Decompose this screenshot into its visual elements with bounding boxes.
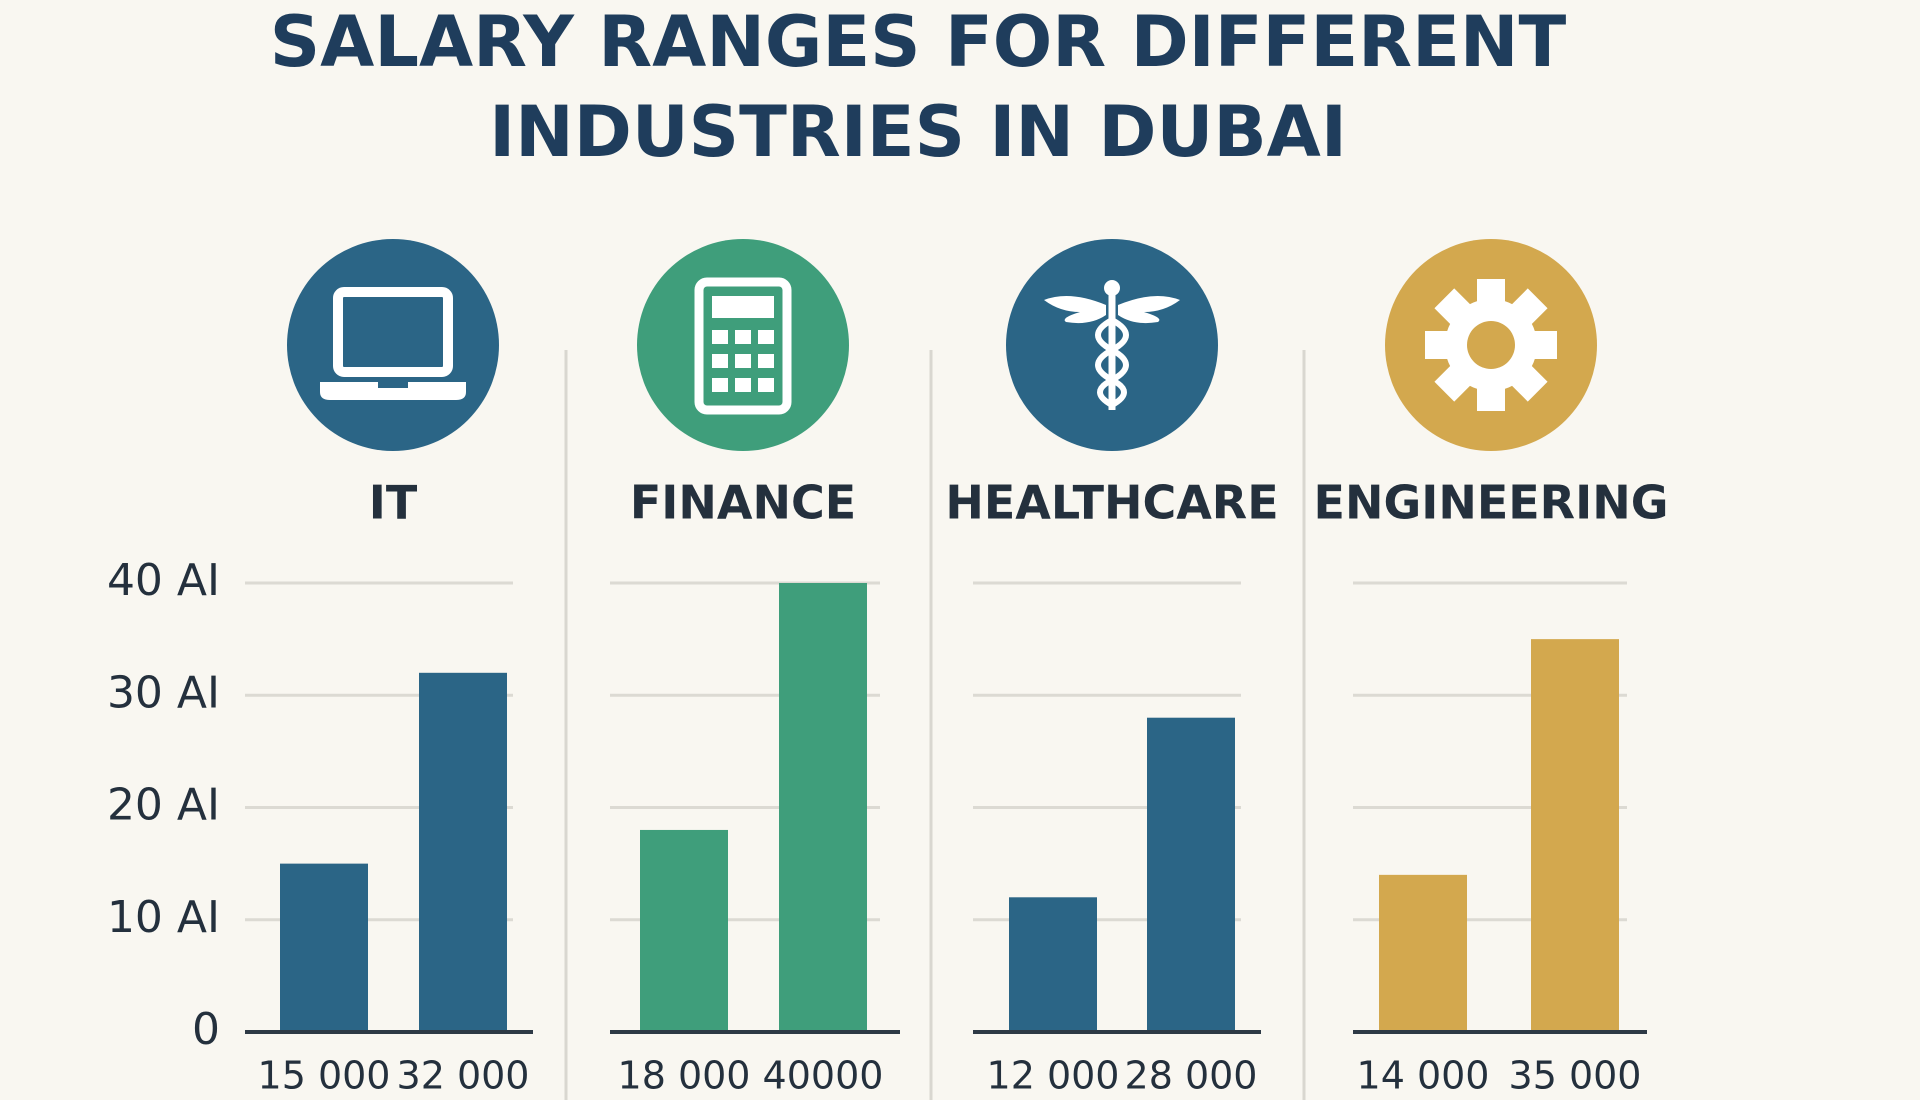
chart-title: SALARY RANGES FOR DIFFERENT: [270, 1, 1567, 83]
dividers: [564, 350, 1306, 1100]
value-label: 15 000: [258, 1054, 391, 1098]
category-label: HEALTHCARE: [945, 476, 1278, 530]
y-tick-label: 30 AI: [107, 667, 220, 718]
bar: [640, 829, 728, 1032]
bar: [1531, 639, 1619, 1032]
bar: [1147, 717, 1235, 1032]
bar: [419, 672, 507, 1032]
value-label: 35 000: [1509, 1054, 1642, 1098]
y-tick-label: 0: [192, 1004, 220, 1055]
bar: [1009, 897, 1097, 1032]
value-label: 28 000: [1125, 1054, 1258, 1098]
icon-caduceus: [1006, 239, 1218, 451]
value-label: 14 000: [1357, 1054, 1490, 1098]
bar: [779, 583, 867, 1032]
y-tick-label: 40 AI: [107, 555, 220, 606]
category-label: IT: [369, 476, 418, 530]
bar: [1379, 874, 1467, 1032]
bar: [280, 863, 368, 1032]
icon-laptop: [287, 239, 499, 451]
value-label: 40000: [763, 1054, 884, 1098]
y-tick-label: 10 AI: [107, 892, 220, 943]
icon-gear: [1385, 239, 1597, 451]
chart-title: INDUSTRIES IN DUBAI: [489, 91, 1347, 173]
icon-calculator: [637, 239, 849, 451]
y-tick-label: 20 AI: [107, 780, 220, 831]
category-label: FINANCE: [630, 476, 856, 530]
value-label: 18 000: [618, 1054, 751, 1098]
value-label: 12 000: [987, 1054, 1120, 1098]
value-label: 32 000: [397, 1054, 530, 1098]
category-label: ENGINEERING: [1314, 476, 1669, 530]
